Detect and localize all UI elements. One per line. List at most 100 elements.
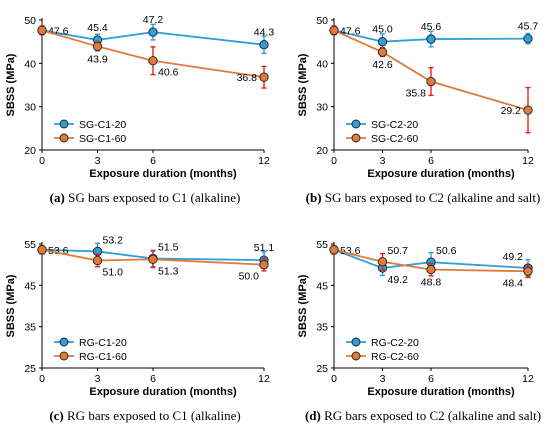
data-point (259, 72, 269, 82)
legend-label: SG-C1-20 (79, 119, 126, 131)
y-tick-label: 50 (316, 15, 328, 27)
series-1: 51.0 51.3 50.0 (37, 244, 269, 283)
series-line (333, 248, 529, 273)
x-tick-label: 6 (428, 155, 434, 167)
data-label: 45.0 (372, 24, 393, 36)
data-point (37, 25, 47, 36)
caption-text: SG bars exposed to C1 (alkaline) (65, 190, 240, 205)
legend-entry: SG-C1-60 (54, 133, 126, 145)
x-tick-label: 3 (95, 155, 101, 167)
legend-label: RG-C1-60 (79, 351, 127, 363)
x-axis-title: Exposure duration (months) (367, 168, 515, 180)
legend-marker (59, 337, 69, 347)
data-label: 51.0 (103, 267, 124, 279)
caption-letter: (c) (49, 408, 63, 423)
legend-label: SG-C2-60 (371, 133, 418, 145)
data-point (523, 33, 533, 44)
data-label: 48.8 (421, 277, 442, 289)
panel-caption: (c) RG bars exposed to C1 (alkaline) (49, 408, 240, 423)
y-tick-label: 25 (24, 363, 36, 375)
data-point (259, 40, 269, 50)
series-line (41, 248, 265, 262)
series-line (333, 29, 529, 111)
y-tick-label: 45 (24, 280, 36, 292)
data-point (148, 254, 158, 264)
data-point (377, 37, 388, 47)
y-tick-label: 50 (24, 15, 36, 27)
x-tick-label: 6 (150, 155, 156, 167)
x-tick-label: 6 (150, 373, 156, 385)
y-tick-label: 30 (24, 102, 36, 114)
series-line (41, 29, 265, 46)
x-tick-label: 3 (380, 155, 386, 167)
data-point (92, 255, 103, 266)
chart-panel-0: 20 30 40 50 0 3 6 12 Exposure duration (months) S… (5, 14, 274, 205)
legend-marker (59, 351, 69, 361)
y-tick-label: 35 (316, 322, 328, 334)
data-label: 40.6 (158, 67, 179, 79)
caption-letter: (b) (306, 190, 322, 205)
data-point (523, 105, 533, 115)
chart-panel-2: 25 35 45 55 0 3 6 12 Exposure duration (months) S… (5, 234, 274, 423)
legend-marker (351, 119, 361, 129)
x-tick-label: 12 (258, 373, 270, 385)
data-label: 45.6 (421, 21, 442, 33)
caption-letter: (a) (50, 190, 65, 205)
data-label: 45.4 (87, 22, 108, 34)
legend-marker (351, 337, 361, 347)
x-tick-label: 12 (522, 373, 534, 385)
y-axis-title: SBSS (MPa) (5, 274, 17, 337)
series-line (333, 29, 529, 43)
legend-marker (59, 133, 69, 143)
data-label: 53.6 (340, 245, 361, 257)
x-tick-label: 6 (428, 373, 434, 385)
data-label: 44.3 (254, 27, 275, 39)
series-line (41, 29, 265, 79)
data-point (148, 27, 158, 37)
data-label: 45.7 (518, 21, 539, 33)
x-axis-title: Exposure duration (months) (89, 386, 237, 398)
data-point (148, 56, 158, 66)
caption-text: RG bars exposed to C2 (alkaline and salt… (321, 408, 541, 423)
x-tick-label: 0 (331, 373, 337, 385)
x-tick-label: 3 (380, 373, 386, 385)
legend-label: RG-C2-20 (371, 337, 419, 349)
x-tick-label: 3 (95, 373, 101, 385)
data-label: 47.2 (143, 14, 164, 26)
data-label: 36.8 (237, 72, 258, 84)
panel-caption: (d) RG bars exposed to C2 (alkaline and … (305, 408, 541, 423)
y-tick-label: 45 (316, 280, 328, 292)
legend-entry: RG-C1-60 (54, 351, 127, 363)
legend-label: RG-C2-60 (371, 351, 419, 363)
series-0: 47.6 45.0 45.6 45.7 (329, 21, 539, 51)
data-label: 53.2 (103, 234, 124, 246)
x-axis-title: Exposure duration (months) (367, 386, 515, 398)
y-tick-label: 40 (24, 58, 36, 70)
data-point (523, 266, 533, 276)
x-tick-label: 0 (331, 155, 337, 167)
data-label: 50.6 (436, 245, 457, 257)
legend-entry: SG-C2-60 (346, 133, 418, 145)
data-label: 49.2 (388, 274, 409, 286)
data-label: 51.5 (158, 241, 179, 253)
legend-entry: SG-C1-20 (54, 119, 126, 131)
legend-entry: SG-C2-20 (346, 119, 418, 131)
series-0: 47.6 45.447.244.3 (37, 14, 275, 55)
y-tick-label: 55 (316, 239, 328, 251)
data-label: 50.7 (388, 245, 409, 257)
data-point (329, 25, 339, 36)
data-point (377, 47, 388, 57)
caption-text: RG bars exposed to C1 (alkaline) (64, 408, 241, 423)
legend-label: SG-C1-60 (79, 133, 126, 145)
data-point (37, 245, 47, 255)
legend-marker (59, 119, 69, 129)
x-tick-label: 12 (258, 155, 270, 167)
y-axis-title: SBSS (MPa) (297, 53, 309, 116)
legend-entry: RG-C2-20 (346, 337, 419, 349)
y-axis-title: SBSS (MPa) (297, 274, 309, 337)
x-tick-label: 0 (39, 373, 45, 385)
data-point (377, 257, 388, 267)
y-tick-label: 20 (24, 145, 36, 157)
data-point (92, 41, 103, 52)
y-tick-label: 25 (316, 363, 328, 375)
